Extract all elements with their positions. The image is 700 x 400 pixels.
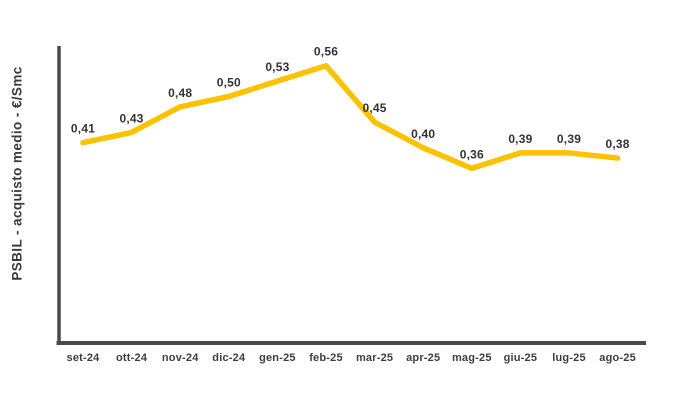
data-label: 0,53	[265, 60, 289, 74]
x-tick-label: dic-24	[212, 352, 246, 364]
x-tick-label: giu-25	[504, 352, 538, 364]
x-tick-label: gen-25	[259, 352, 296, 364]
data-label: 0,40	[411, 127, 435, 141]
x-tick-label: set-24	[67, 352, 101, 364]
data-label: 0,36	[460, 147, 484, 161]
data-label: 0,39	[557, 132, 581, 146]
x-tick-label: nov-24	[162, 352, 199, 364]
x-tick-label: lug-25	[552, 352, 586, 364]
data-label: 0,39	[508, 132, 532, 146]
data-label: 0,50	[217, 76, 241, 90]
data-label: 0,41	[71, 122, 95, 136]
data-label: 0,38	[606, 137, 630, 151]
x-tick-label: ott-24	[116, 352, 148, 364]
x-tick-label: feb-25	[309, 352, 343, 364]
x-tick-label: mar-25	[356, 352, 393, 364]
x-tick-label: apr-25	[406, 352, 440, 364]
x-tick-label: ago-25	[599, 352, 636, 364]
data-label: 0,43	[120, 111, 144, 125]
series-line	[80, 62, 621, 172]
data-label: 0,56	[314, 45, 338, 59]
data-label: 0,45	[363, 101, 387, 115]
x-tick-label: mag-25	[452, 352, 492, 364]
data-label: 0,48	[168, 86, 192, 100]
